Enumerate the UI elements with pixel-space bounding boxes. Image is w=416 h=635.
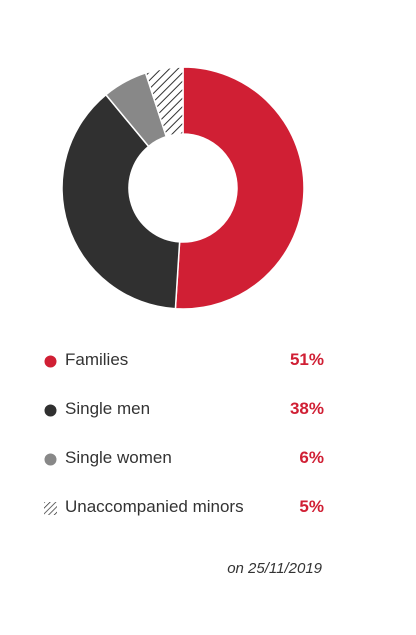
data-label-unaccompanied-minors: 5% (299, 497, 324, 516)
single-women-swatch-icon (44, 453, 57, 466)
families-swatch-icon (44, 355, 57, 368)
legend-label-single-women: Single women (65, 448, 172, 467)
single-men-swatch-icon (44, 404, 57, 417)
legend-label-single-men: Single men (65, 399, 151, 418)
data-label-families: 51% (289, 350, 324, 369)
legend-item-families: Families 51% (44, 342, 324, 391)
legend-item-single-women: Single women 6% (44, 440, 324, 489)
slice-unaccompanied-minors (144, 66, 184, 138)
legend-item-unaccompanied-minors: Unaccompanied minors 5% (44, 489, 324, 538)
legend-label-unaccompanied-minors: Unaccompanied minors (65, 497, 244, 516)
legend-item-single-men: Single men 38% (44, 391, 324, 440)
slice-single-men (61, 93, 181, 310)
legend-label-families: Families (65, 350, 129, 369)
slice-families (174, 66, 305, 310)
data-label-single-men: 38% (289, 399, 324, 418)
legend: Families 51% Single men 38% Single women… (44, 342, 324, 538)
unaccompanied-minors-swatch-icon (44, 502, 57, 515)
date-footnote: on 25/11/2019 (227, 560, 322, 577)
data-label-single-women: 6% (299, 448, 324, 467)
donut-chart (61, 66, 305, 310)
